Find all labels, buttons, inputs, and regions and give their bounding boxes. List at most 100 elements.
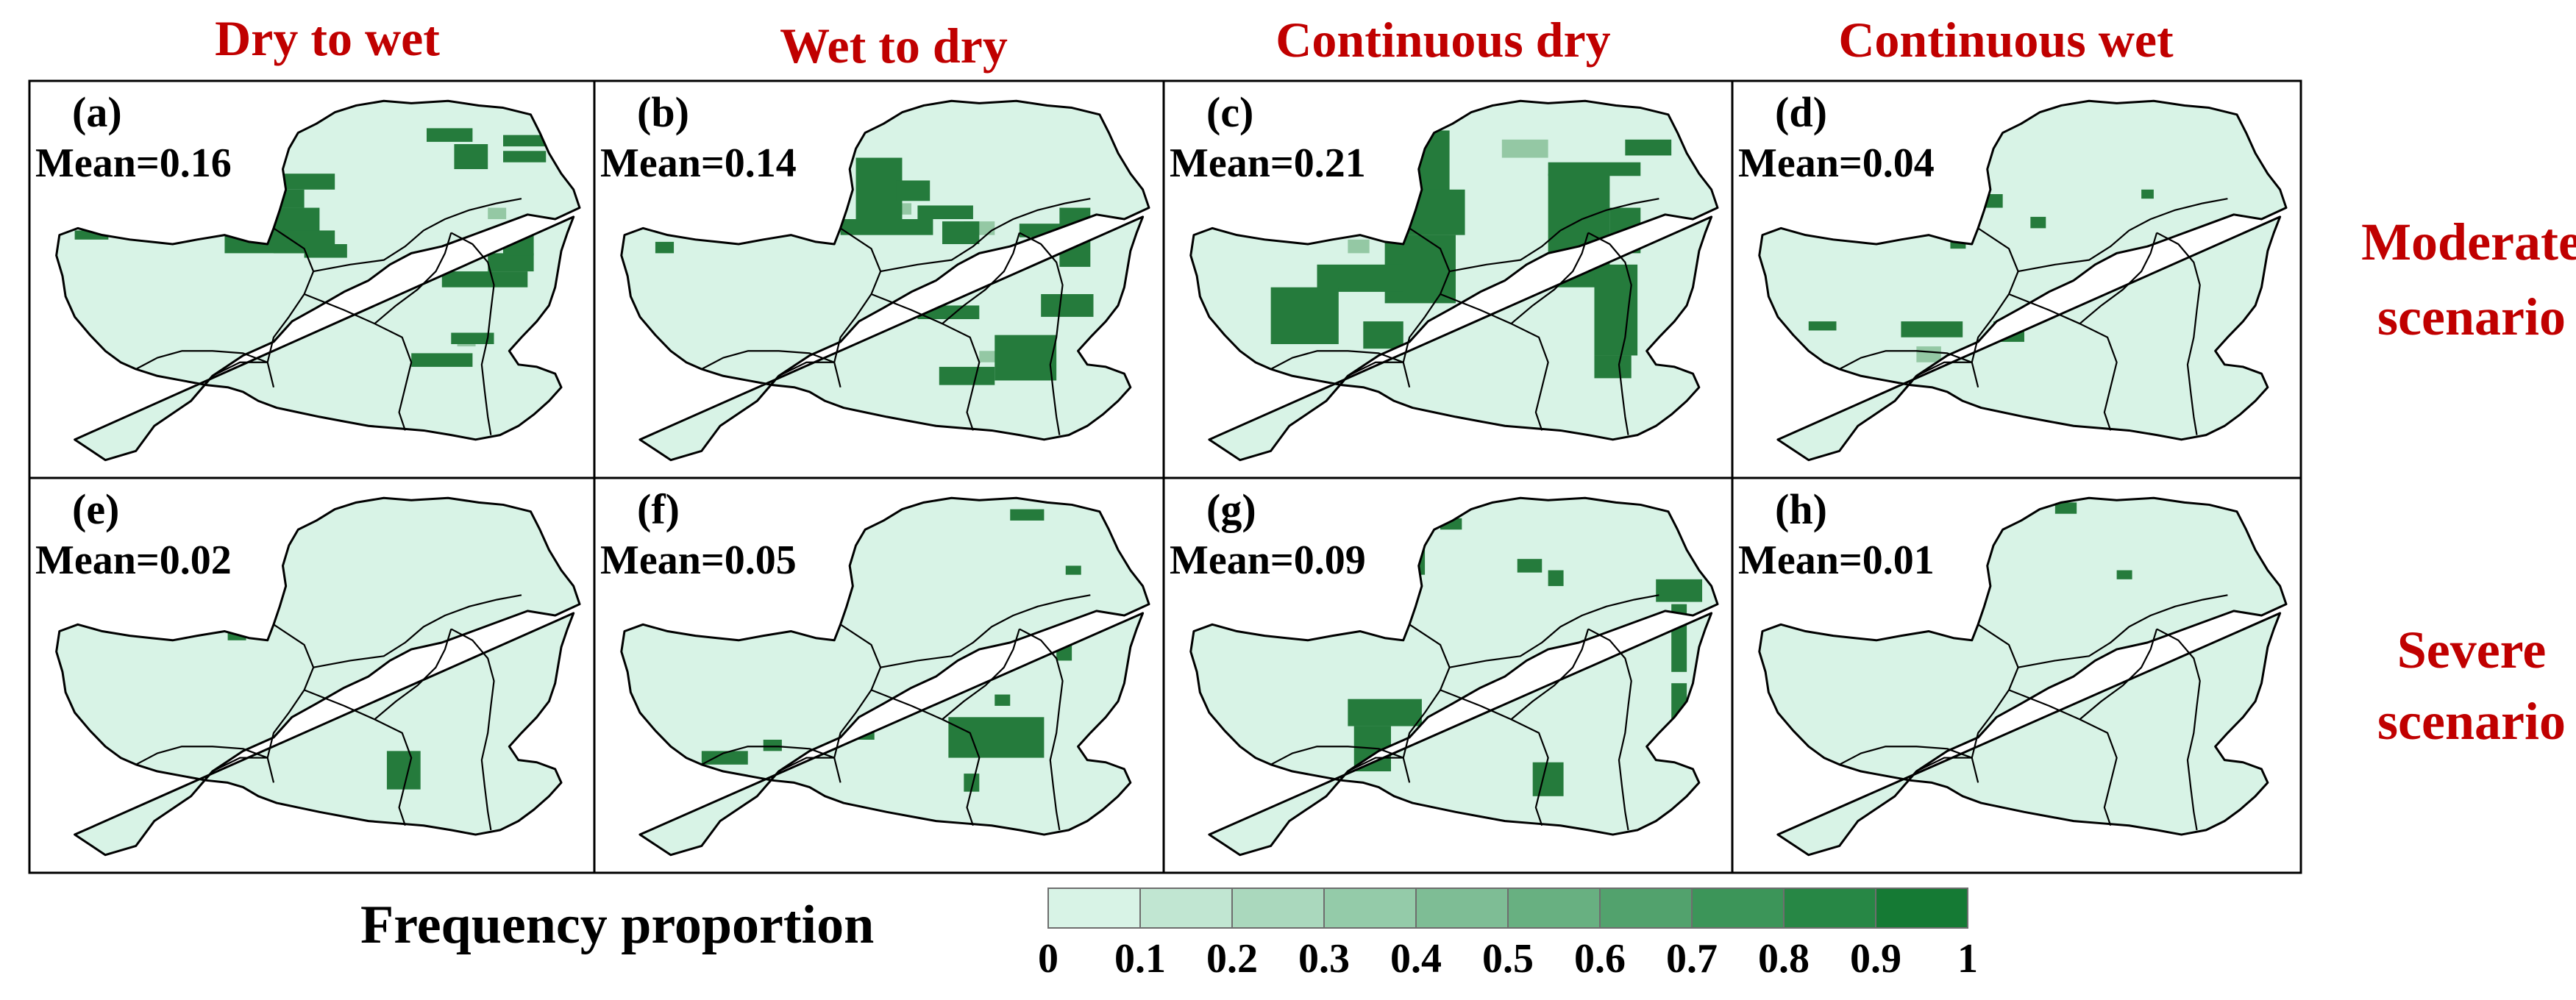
basin-boundary bbox=[1440, 690, 1548, 825]
column-title-continuous-dry: Continuous dry bbox=[1275, 12, 1610, 68]
legend-swatch bbox=[1415, 888, 1509, 929]
basin-boundary bbox=[872, 690, 980, 825]
region-outline bbox=[57, 498, 580, 854]
map-panel-f: (f) Mean=0.05 bbox=[593, 476, 1165, 874]
basin-boundary bbox=[1511, 629, 1588, 719]
row-label-moderate-line2: scenario bbox=[2377, 288, 2566, 346]
legend-tick-label: 0 bbox=[1038, 936, 1058, 982]
row-labels: Moderate scenario Severe scenario bbox=[2361, 213, 2576, 751]
basin-boundary bbox=[1450, 199, 1659, 271]
basin-boundary bbox=[880, 595, 1090, 667]
region-fill bbox=[1759, 498, 2286, 855]
region-outline bbox=[1760, 101, 2286, 460]
basin-boundary bbox=[1972, 624, 2018, 782]
region-outline bbox=[57, 101, 580, 460]
column-title-dry-to-wet: Dry to wet bbox=[215, 10, 440, 66]
legend-swatch bbox=[1323, 888, 1417, 929]
panel-frame bbox=[1731, 476, 2302, 874]
panel-letter: (f) bbox=[637, 485, 680, 533]
legend-swatch bbox=[1875, 888, 1968, 929]
basin-boundary bbox=[1403, 228, 1450, 387]
region-outline bbox=[1760, 498, 2286, 854]
region-fill bbox=[621, 498, 1149, 855]
panel-mean-value: Mean=0.14 bbox=[600, 140, 797, 186]
legend-tick-label: 0.3 bbox=[1298, 936, 1350, 982]
legend-swatch bbox=[1047, 888, 1141, 929]
basin-boundary bbox=[1020, 629, 1063, 829]
basin-boundary bbox=[305, 294, 412, 430]
legend-swatch bbox=[1599, 888, 1693, 929]
basin-boundary bbox=[2009, 294, 2117, 430]
map-panel-b: (b)Mean=0.14 bbox=[593, 79, 1165, 479]
legend-tick-label: 1 bbox=[1957, 936, 1978, 982]
column-title-continuous-wet: Continuous wet bbox=[1838, 12, 2174, 68]
panel-letter: (c) bbox=[1206, 88, 1253, 136]
basin-boundary bbox=[834, 624, 880, 782]
basin-boundary bbox=[2018, 595, 2228, 667]
region-map bbox=[622, 498, 1149, 854]
panel-letter: (a) bbox=[72, 88, 122, 136]
region-fill bbox=[1759, 101, 2286, 460]
basin-boundary bbox=[451, 233, 494, 435]
panel-letter: (b) bbox=[637, 88, 689, 136]
map-panel-c: (c)Mean=0.21 bbox=[1162, 79, 1734, 479]
basin-boundary bbox=[1588, 233, 1632, 435]
legend: Frequency proportion 0 0.1 0.2 0.3 0.4 0.5 0.6… bbox=[360, 888, 1978, 982]
basin-boundary bbox=[2157, 629, 2200, 829]
basin-boundary bbox=[1511, 233, 1588, 324]
row-label-moderate-line1: Moderate bbox=[2361, 213, 2576, 271]
basin-boundary bbox=[2079, 233, 2157, 324]
region-fill bbox=[56, 101, 580, 460]
panel-mean-value: Mean=0.01 bbox=[1738, 538, 1935, 583]
basin-boundary bbox=[2009, 690, 2117, 825]
column-title-wet-to-dry: Wet to dry bbox=[780, 18, 1008, 74]
basin-boundary bbox=[1403, 624, 1450, 782]
column-titles: Dry to wet Wet to dry Continuous dry Con… bbox=[215, 10, 2174, 74]
map-panel-d: (d)Mean=0.04 bbox=[1731, 79, 2302, 479]
basin-boundary bbox=[2018, 199, 2228, 271]
basin-boundary bbox=[872, 294, 980, 430]
panel-letter: (h) bbox=[1775, 485, 1827, 533]
legend-tick-label: 0.1 bbox=[1114, 936, 1166, 982]
basin-boundary bbox=[1020, 233, 1063, 435]
region-map bbox=[57, 498, 580, 854]
legend-tick-label: 0.4 bbox=[1390, 936, 1442, 982]
frequency-cells bbox=[701, 509, 1081, 792]
legend-tick-label: 0.8 bbox=[1758, 936, 1810, 982]
basin-boundary bbox=[2157, 233, 2200, 435]
basin-boundary bbox=[313, 595, 522, 667]
frequency-cells bbox=[655, 157, 1094, 385]
basin-boundary bbox=[268, 624, 313, 782]
panel-mean-value: Mean=0.16 bbox=[35, 140, 232, 186]
panel-letter: (g) bbox=[1206, 485, 1256, 533]
basin-boundary bbox=[1450, 595, 1659, 667]
panel-mean-value: Mean=0.05 bbox=[600, 538, 797, 583]
basin-boundary bbox=[374, 629, 451, 719]
row-label-severe-line1: Severe bbox=[2397, 621, 2547, 679]
map-panels: (a)Mean=0.16(b)Mean=0.14(c)Mean=0.21(d)M… bbox=[28, 79, 2302, 874]
legend-tick-label: 0.5 bbox=[1482, 936, 1534, 982]
legend-tick-label: 0.2 bbox=[1206, 936, 1258, 982]
region-map bbox=[1191, 101, 1718, 460]
row-label-severe-line2: scenario bbox=[2377, 692, 2566, 751]
legend-swatch bbox=[1231, 888, 1325, 929]
map-panel-a: (a)Mean=0.16 bbox=[28, 79, 596, 479]
region-fill bbox=[56, 498, 580, 855]
legend-tick-label: 0.7 bbox=[1666, 936, 1718, 982]
panel-mean-value: Mean=0.21 bbox=[1170, 140, 1366, 186]
basin-boundary bbox=[1588, 629, 1632, 829]
legend-title: Frequency proportion bbox=[360, 895, 874, 955]
region-map bbox=[1760, 498, 2286, 854]
legend-swatch bbox=[1691, 888, 1785, 929]
panel-letter: (d) bbox=[1775, 88, 1827, 136]
region-outline bbox=[622, 498, 1149, 854]
legend-swatch bbox=[1783, 888, 1876, 929]
legend-tick-label: 0.9 bbox=[1850, 936, 1901, 982]
panel-letter: (e) bbox=[72, 485, 119, 533]
region-outline bbox=[1191, 498, 1718, 854]
basin-boundary bbox=[880, 199, 1090, 271]
basin-boundary bbox=[834, 228, 880, 387]
region-outline bbox=[1191, 101, 1718, 460]
map-panel-h: (h) Mean=0.01 bbox=[1731, 476, 2302, 874]
